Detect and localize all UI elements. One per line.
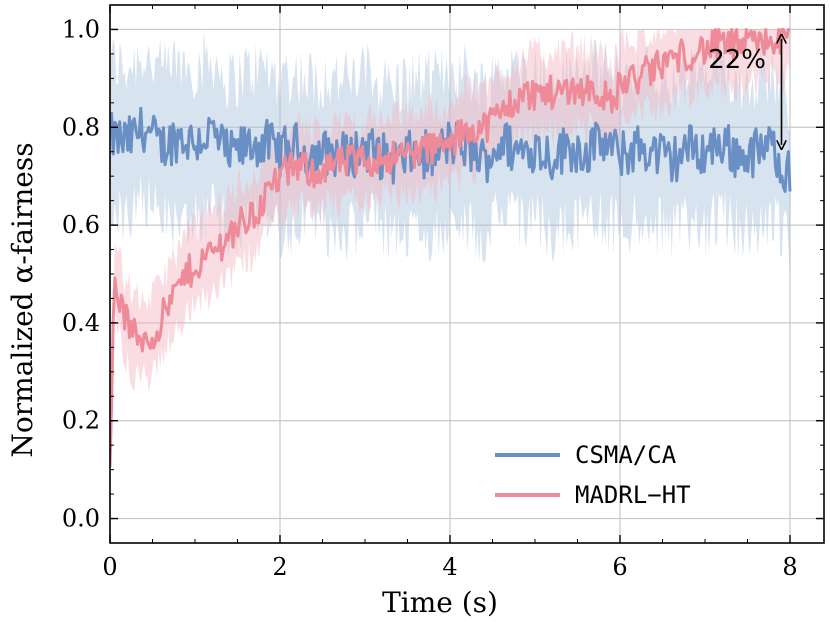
x-tick-label-1: 2	[272, 553, 287, 581]
legend-label-madrl: MADRL−HT	[575, 481, 691, 509]
x-axis-title: Time (s)	[382, 586, 498, 619]
y-tick-label-0: 0.0	[62, 505, 100, 533]
series-band-0	[110, 29, 790, 280]
plot-background	[110, 5, 824, 543]
y-tick-label-5: 1.0	[62, 15, 100, 43]
plot-frame	[109, 4, 825, 544]
y-tick-label-4: 0.8	[62, 113, 100, 141]
improvement-label: 22%	[708, 45, 766, 75]
series-line-1	[110, 28, 790, 467]
improvement-annotation: 22%	[708, 39, 781, 145]
x-tick-label-4: 8	[782, 553, 797, 581]
y-tick-label-3: 0.6	[62, 211, 100, 239]
x-tick-label-0: 0	[102, 553, 117, 581]
series-line-0	[110, 106, 792, 193]
legend: CSMA/CA MADRL−HT	[495, 441, 691, 509]
y-tick-label-2: 0.4	[62, 309, 100, 337]
y-axis-title: Normalized α-fairness	[6, 142, 39, 457]
legend-label-csma: CSMA/CA	[575, 441, 677, 469]
x-tick-label-2: 4	[442, 553, 457, 581]
x-tick-label-3: 6	[612, 553, 627, 581]
y-tick-label-1: 0.2	[62, 407, 100, 435]
